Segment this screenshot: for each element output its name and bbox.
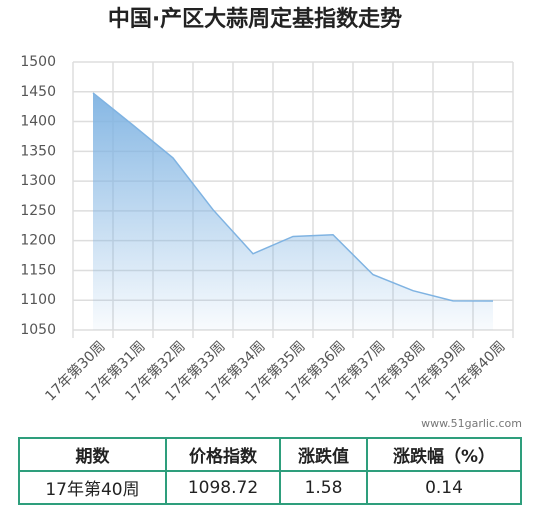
y-tick-label: 1400 — [20, 114, 56, 130]
y-tick-label: 1150 — [20, 262, 56, 278]
y-tick-label: 1300 — [20, 173, 56, 189]
y-tick-label: 1050 — [20, 322, 56, 338]
cell: 1098.72 — [165, 470, 281, 505]
line — [92, 92, 494, 302]
header-cell: 价格指数 — [165, 437, 281, 472]
y-tick-label: 1250 — [20, 203, 56, 219]
cell: 1.58 — [279, 470, 368, 505]
table-row: 17年第40周 1098.72 1.58 0.14 — [18, 470, 522, 505]
chart-title: 中国·产区大蒜周定基指数走势 — [108, 6, 402, 32]
y-tick-label: 1100 — [20, 292, 56, 308]
header-cell: 涨跌幅（%） — [366, 437, 522, 472]
y-tick-label: 1500 — [20, 54, 56, 70]
y-tick-label: 1350 — [20, 143, 56, 159]
y-tick-label: 1200 — [20, 233, 56, 249]
chart: 中国·产区大蒜周定基指数走势 www.51garlic.com 1050 1100… — [20, 6, 522, 430]
watermark: www.51garlic.com — [421, 417, 522, 430]
header-cell: 涨跌值 — [279, 437, 368, 472]
cell: 0.14 — [366, 470, 522, 505]
summary-table: 期数 价格指数 涨跌值 涨跌幅（%） 17年第40周 1098.72 1.58 … — [18, 437, 522, 505]
cell: 17年第40周 — [18, 470, 167, 505]
header-cell: 期数 — [18, 437, 167, 472]
table-header: 期数 价格指数 涨跌值 涨跌幅（%） — [18, 437, 522, 472]
area — [93, 92, 493, 330]
y-tick-label: 1450 — [20, 84, 56, 100]
